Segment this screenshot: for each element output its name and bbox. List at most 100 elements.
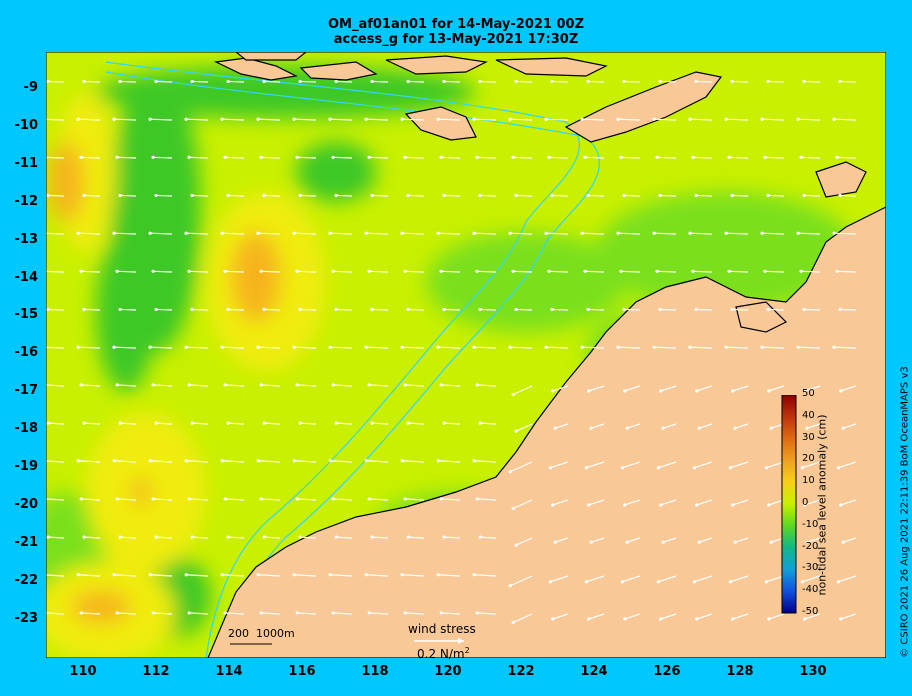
wind-arrow-head (802, 307, 806, 312)
wind-arrow-head (514, 307, 518, 312)
wind-arrow-head (586, 307, 590, 312)
wind-arrow (48, 194, 65, 197)
wind-arrow-head (148, 345, 152, 349)
wind-arrow-head (436, 573, 440, 577)
wind-arrow (48, 308, 65, 311)
wind-arrow (662, 423, 677, 429)
wind-arrow (330, 574, 353, 577)
wind-arrow (840, 613, 857, 620)
wind-arrow-head (154, 193, 158, 198)
wind-arrow-head (472, 459, 476, 463)
longitude-tick-label: 126 (653, 664, 681, 679)
longitude-tick-label: 122 (507, 664, 535, 679)
wind-arrow-head (694, 193, 698, 198)
wind-arrow-head (370, 307, 374, 312)
wind-arrow-head (364, 231, 368, 235)
wind-arrow-head (547, 155, 551, 159)
wind-arrow (477, 612, 497, 615)
wind-arrow-head (436, 459, 440, 463)
wind-arrow (546, 232, 569, 235)
colorbar-tick-label: 20 (802, 453, 815, 465)
wind-arrow (336, 422, 353, 425)
longitude-tick-label: 124 (580, 664, 608, 679)
latitude-tick-label: -9 (23, 80, 38, 95)
wind-arrow-head (190, 79, 194, 84)
wind-arrow-head (616, 231, 620, 235)
wind-arrow-head (475, 269, 479, 273)
wind-arrow (81, 270, 101, 273)
wind-arrow (330, 346, 353, 349)
wind-arrow (261, 270, 281, 273)
wind-arrow-head (190, 193, 194, 198)
wind-arrow-head (154, 79, 158, 84)
wind-arrow-head (730, 193, 734, 198)
plot-title-line2: access_g for 13-May-2021 17:30Z (333, 32, 579, 47)
wind-arrow (46, 156, 65, 159)
wind-arrow (512, 385, 533, 395)
wind-arrow (588, 613, 605, 620)
wind-arrow (444, 536, 461, 539)
wind-arrow-head (262, 79, 266, 84)
wind-arrow (264, 536, 281, 539)
wind-arrow (732, 308, 749, 311)
wind-arrow (372, 80, 389, 83)
wind-arrow-head (508, 345, 512, 349)
wind-arrow-head (508, 231, 512, 235)
wind-arrow-head (724, 345, 728, 349)
wind-arrow-head (472, 573, 476, 577)
wind-arrow-head (79, 497, 83, 501)
wind-arrow (474, 574, 497, 577)
wind-arrow (662, 537, 677, 543)
wind-arrow (840, 80, 857, 83)
wind-arrow-head (731, 503, 735, 507)
wind-arrow-head (76, 573, 80, 577)
wind-arrow-head (331, 497, 335, 501)
wind-arrow (333, 270, 353, 273)
wind-arrow-head (400, 117, 404, 121)
wind-arrow-head (839, 389, 843, 393)
wind-arrow-head (766, 307, 770, 312)
wind-arrow-head (694, 79, 698, 84)
wind-arrow-head (220, 117, 224, 121)
wind-arrow (46, 346, 65, 349)
wind-arrow-head (403, 383, 407, 387)
wind-arrow-head (406, 307, 410, 312)
wind-arrow (264, 422, 281, 425)
wind-arrow (690, 118, 713, 121)
wind-arrow (698, 423, 713, 429)
wind-arrow (516, 194, 533, 197)
wind-arrow (78, 118, 101, 121)
wind-arrow-head (688, 231, 692, 235)
wind-arrow-head (625, 426, 629, 430)
wind-arrow (546, 118, 569, 121)
wind-arrow (114, 460, 137, 463)
wind-arrow (405, 270, 425, 273)
wind-arrow-head (584, 466, 588, 470)
wind-arrow (366, 346, 389, 349)
wind-arrow (552, 80, 569, 83)
wind-arrow (802, 575, 821, 583)
wind-arrow-head (439, 497, 443, 501)
wind-arrow (693, 270, 713, 273)
wind-arrow-head (724, 231, 728, 235)
wind-arrow (117, 270, 137, 273)
wind-arrow-head (733, 540, 737, 544)
wind-arrow-head (82, 535, 86, 539)
colorbar-tick-label: 10 (802, 475, 815, 487)
wind-arrow-head (112, 231, 116, 235)
wind-arrow (150, 232, 173, 235)
wind-arrow (192, 536, 209, 539)
wind-arrow-head (118, 193, 122, 198)
wind-arrow (588, 308, 605, 311)
wind-arrow-head (292, 345, 296, 349)
wind-arrow (837, 156, 857, 159)
latitude-tick-label: -23 (14, 610, 39, 626)
wind-arrow-head (580, 231, 584, 235)
wind-arrow (258, 460, 281, 463)
latitude-tick-label: -21 (14, 534, 39, 550)
wind-arrow (114, 118, 137, 121)
colorbar-tick-label: 30 (802, 431, 815, 443)
wind-arrow (261, 612, 281, 615)
wind-arrow (222, 118, 245, 121)
wind-arrow-head (184, 117, 188, 121)
